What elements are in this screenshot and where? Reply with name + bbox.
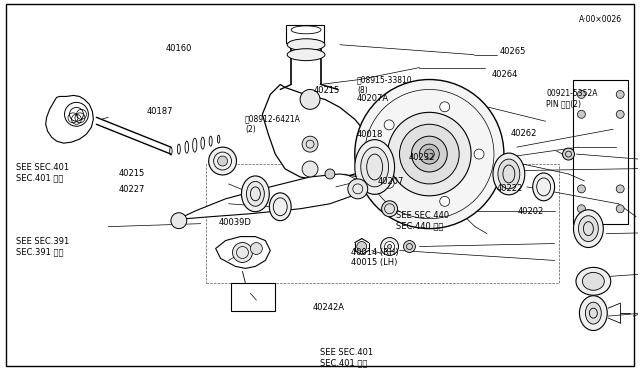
Ellipse shape	[573, 210, 604, 247]
Circle shape	[616, 185, 624, 193]
Polygon shape	[262, 84, 374, 181]
Circle shape	[577, 110, 586, 118]
Circle shape	[440, 102, 450, 112]
Circle shape	[348, 179, 368, 199]
Ellipse shape	[287, 49, 325, 61]
Text: A·00×0026: A·00×0026	[579, 15, 622, 24]
Ellipse shape	[579, 296, 607, 330]
Circle shape	[419, 144, 439, 164]
Circle shape	[440, 196, 450, 206]
Text: SEE SEC.401
SEC.401 参照: SEE SEC.401 SEC.401 参照	[16, 163, 69, 182]
Bar	[230, 283, 275, 311]
Ellipse shape	[493, 153, 525, 195]
Ellipse shape	[287, 39, 325, 51]
Circle shape	[403, 241, 415, 253]
Text: 40018: 40018	[357, 130, 383, 139]
Circle shape	[399, 124, 459, 184]
Circle shape	[300, 89, 320, 109]
Ellipse shape	[361, 147, 388, 187]
Ellipse shape	[246, 182, 264, 206]
Circle shape	[232, 243, 252, 262]
Circle shape	[424, 149, 435, 159]
Text: 40039D: 40039D	[218, 218, 251, 227]
Ellipse shape	[579, 216, 598, 241]
Text: SEE SEC.391
SEC.391 参照: SEE SEC.391 SEC.391 参照	[16, 237, 69, 256]
Circle shape	[250, 243, 262, 254]
Text: 40207: 40207	[377, 177, 404, 186]
Text: SEE SEC.401
SEC.401 参照: SEE SEC.401 SEC.401 参照	[320, 347, 373, 367]
Circle shape	[385, 241, 394, 251]
Circle shape	[384, 178, 394, 188]
Polygon shape	[45, 96, 93, 143]
Circle shape	[355, 80, 504, 229]
Text: 40265: 40265	[499, 47, 526, 56]
Text: 40215: 40215	[314, 86, 340, 95]
Bar	[205, 164, 559, 283]
Ellipse shape	[582, 272, 604, 290]
Circle shape	[577, 185, 586, 193]
Circle shape	[616, 90, 624, 99]
Text: 40262: 40262	[511, 129, 537, 138]
Ellipse shape	[355, 140, 394, 194]
Circle shape	[381, 201, 397, 217]
Circle shape	[325, 169, 335, 179]
Text: 40187: 40187	[147, 107, 173, 116]
Circle shape	[577, 205, 586, 213]
Text: 40215: 40215	[118, 169, 145, 178]
Text: 40232: 40232	[409, 154, 435, 163]
Ellipse shape	[241, 176, 269, 212]
Circle shape	[218, 156, 228, 166]
Circle shape	[302, 136, 318, 152]
Text: 40202: 40202	[517, 207, 543, 216]
Circle shape	[577, 90, 586, 99]
Circle shape	[302, 161, 318, 177]
Circle shape	[381, 238, 399, 256]
Circle shape	[171, 213, 187, 229]
Ellipse shape	[269, 193, 291, 221]
Circle shape	[388, 112, 471, 196]
Circle shape	[412, 136, 447, 172]
Circle shape	[388, 244, 392, 248]
Circle shape	[616, 110, 624, 118]
Polygon shape	[176, 174, 365, 224]
Text: 40227: 40227	[118, 185, 145, 194]
Circle shape	[563, 148, 575, 160]
Ellipse shape	[532, 173, 555, 201]
Circle shape	[616, 205, 624, 213]
Text: 40160: 40160	[166, 44, 193, 52]
Circle shape	[209, 147, 237, 175]
Text: 40222: 40222	[497, 184, 523, 193]
Text: 40207A: 40207A	[357, 94, 389, 103]
Ellipse shape	[586, 302, 602, 324]
Circle shape	[384, 120, 394, 130]
Ellipse shape	[498, 159, 520, 189]
Bar	[573, 80, 628, 224]
Circle shape	[356, 241, 367, 251]
Text: SEE SEC.440
SEC.440 参照: SEE SEC.440 SEC.440 参照	[396, 211, 449, 230]
Text: 40264: 40264	[492, 70, 518, 78]
Text: 40014 (RH)
40015 (LH): 40014 (RH) 40015 (LH)	[351, 248, 398, 267]
Circle shape	[474, 149, 484, 159]
Polygon shape	[216, 237, 270, 268]
Text: ⓝ08912-6421A
(2): ⓝ08912-6421A (2)	[245, 115, 301, 134]
Text: Ⓢ08915-33810
(8): Ⓢ08915-33810 (8)	[357, 76, 413, 95]
Ellipse shape	[576, 267, 611, 295]
Text: 00921-5352A
PIN ピン(2): 00921-5352A PIN ピン(2)	[547, 89, 598, 108]
Bar	[286, 25, 324, 43]
Text: 40242A: 40242A	[312, 303, 344, 312]
